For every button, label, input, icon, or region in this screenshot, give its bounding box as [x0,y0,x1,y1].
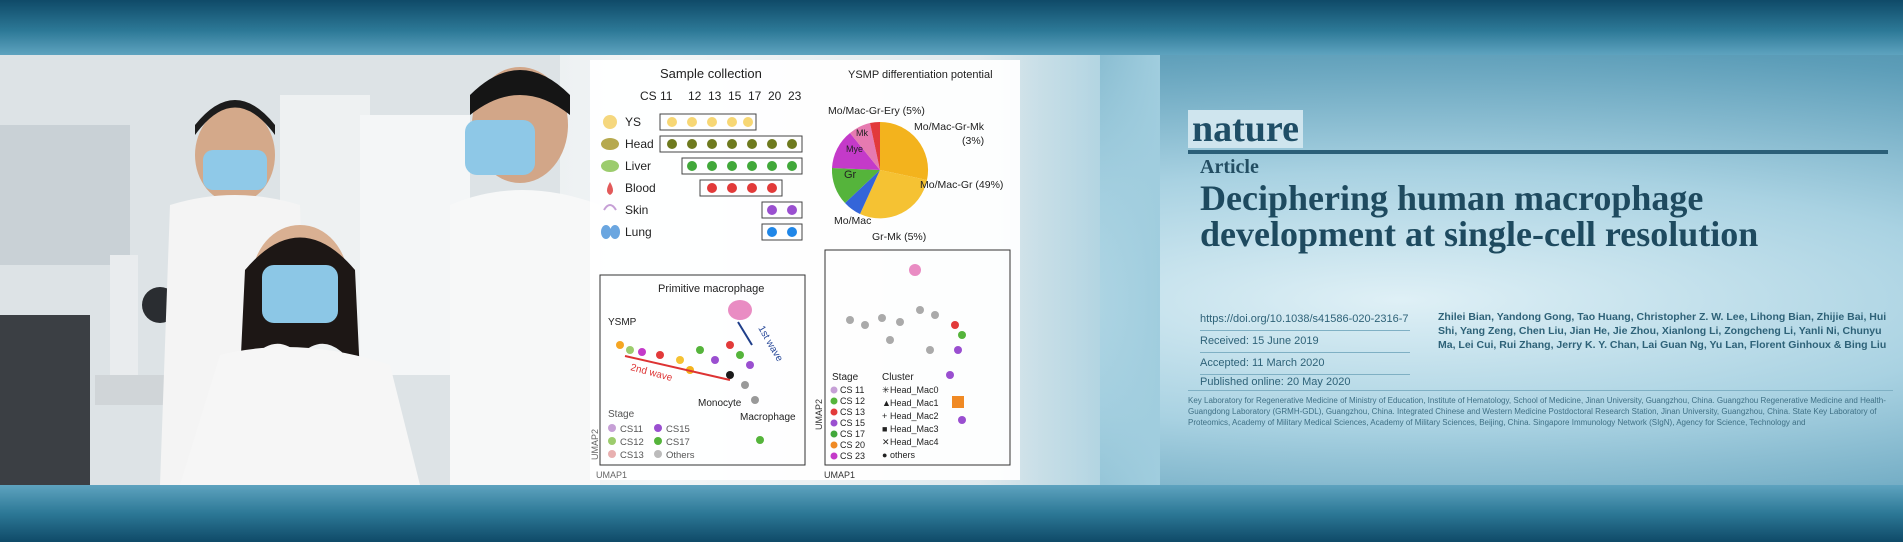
left-axis-x-label: UMAP1 [596,470,627,480]
cs-header-11: CS 11 [640,89,673,103]
umap-label-ysmp: YSMP [608,317,637,328]
left-legend-cs11: CS11 [620,424,643,435]
left-legend-cs13: CS13 [620,450,644,461]
first-wave-arrow [737,321,753,346]
right-cluster-mac4: Head_Mac4 [890,437,939,447]
article-doi[interactable]: https://doi.org/10.1038/s41586-020-2316-… [1200,313,1409,325]
article-type-label: Article [1200,156,1259,178]
svg-text:●: ● [882,450,887,460]
left-legend-title: Stage [608,409,635,420]
lung-icon [601,225,611,239]
cs-header-13: 13 [708,89,722,103]
svg-text:+: + [882,411,887,421]
ys-icon [603,115,617,129]
umap-right-points [846,264,966,424]
right-axis-y-label: UMAP2 [814,399,824,430]
right-stage-cs20: CS 20 [840,440,865,450]
liver-icon [601,160,619,172]
tissue-row-blood: Blood [607,179,783,197]
umap-right-panel: Stage Cluster CS 11 CS 12 CS 13 CS 15 CS… [814,249,1011,480]
tissue-label: Head [625,137,654,151]
second-wave-arrow [624,355,731,381]
pie-label-mo-mac-gr: Mo/Mac-Gr (49%) [920,179,1003,191]
umap-label-primitive-macrophage: Primitive macrophage [658,283,764,295]
umap-left-points [616,341,764,444]
left-legend-cs12: CS12 [620,437,644,448]
pie-label-gr-mk: Gr-Mk (5%) [872,231,926,243]
svg-text:■: ■ [882,424,887,434]
tissue-row-lung: Lung [601,223,803,241]
article-title: Deciphering human macrophage development… [1200,178,1759,254]
tissue-row-skin: Skin [603,201,803,219]
nature-article-header: nature Article Deciphering human macroph… [1188,110,1898,430]
right-stage-cs12: CS 12 [840,396,865,406]
pie-label-gr: Gr [844,169,857,181]
tissue-label: YS [625,115,641,129]
tissue-label: Skin [625,203,648,217]
ysmp-pie-chart: Gr Mye Mk [831,121,929,219]
right-cluster-mac0: Head_Mac0 [890,385,939,395]
nature-logo: nature [1188,110,1303,148]
right-cluster-others: others [890,450,916,460]
cs-header-15: 15 [728,89,742,103]
right-stage-cs15: CS 15 [840,418,865,428]
right-stage-title: Stage [832,372,859,383]
tissue-row-head: Head [601,135,803,153]
left-axis-y-label: UMAP2 [590,429,600,460]
right-cluster-mac1: Head_Mac1 [890,398,939,408]
right-stage-cs17: CS 17 [840,429,865,439]
bottom-banner-band [0,485,1903,542]
pie-label-mye: Mye [846,144,863,154]
svg-text:✕: ✕ [882,437,890,447]
pie-label-mo-mac-gr-ery: Mo/Mac-Gr-Ery (5%) [828,105,925,117]
umap-label-monocyte: Monocyte [698,398,742,409]
skin-icon [603,204,617,211]
left-legend-cs15: CS15 [666,424,690,435]
left-legend-others: Others [666,450,695,461]
ysmp-title: YSMP differentiation potential [848,69,993,81]
head-icon [601,138,619,150]
affiliation-divider [1188,390,1893,391]
right-cluster-title: Cluster [882,372,914,383]
cs-header-20: 20 [768,89,782,103]
left-legend-cs17: CS17 [666,437,690,448]
pie-label-mk: Mk [856,128,868,138]
tissue-row-ys: YS [603,113,757,131]
article-accepted: Accepted: 11 March 2020 [1200,357,1325,369]
logo-divider [1188,150,1888,154]
umap-label-macrophage: Macrophage [740,412,796,423]
svg-text:▲: ▲ [882,398,891,408]
tissue-row-liver: Liver [601,157,803,175]
meta-divider [1200,330,1410,331]
article-authors: Zhilei Bian, Yandong Gong, Tao Huang, Ch… [1438,311,1887,351]
tissue-label: Liver [625,159,651,173]
pie-label-mo-mac-gr-mk: Mo/Mac-Gr-Mk [914,121,985,133]
cs-header-12: 12 [688,89,702,103]
pie-label-mo-mac: Mo/Mac [834,215,871,227]
right-stage-cs13: CS 13 [840,407,865,417]
right-axis-x-label: UMAP1 [824,470,855,480]
blood-drop-icon [607,182,613,195]
tissue-label: Blood [625,181,656,195]
article-received: Received: 15 June 2019 [1200,335,1319,347]
research-figure: Sample collection CS 11 12 13 15 17 20 2… [590,60,1020,480]
right-cluster-mac3: Head_Mac3 [890,424,939,434]
cs-header: CS 11 12 13 15 17 20 23 [640,89,802,103]
svg-text:✳: ✳ [882,385,890,395]
pie-label-mk-percent: (3%) [962,135,984,147]
right-stage-cs11: CS 11 [840,385,864,395]
cs-header-23: 23 [788,89,802,103]
right-stage-cs23: CS 23 [840,451,865,461]
tissue-label: Lung [625,225,652,239]
article-published: Published online: 20 May 2020 [1200,376,1351,388]
meta-divider [1200,352,1410,353]
right-cluster-mac2: Head_Mac2 [890,411,939,421]
top-banner-band [0,0,1903,55]
meta-divider [1200,374,1410,375]
sample-collection-title: Sample collection [660,66,762,81]
article-affiliations: Key Laboratory for Regenerative Medicine… [1188,396,1886,427]
lab-photo-illustration [0,55,600,485]
cs-header-17: 17 [748,89,762,103]
